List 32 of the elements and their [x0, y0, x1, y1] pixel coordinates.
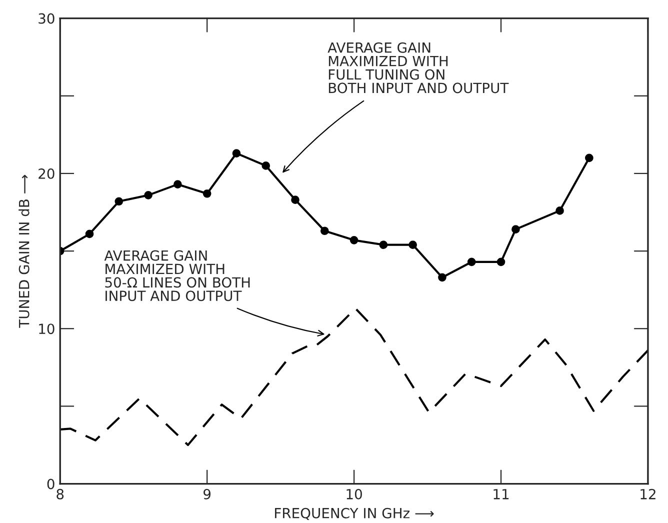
- point: [232, 149, 241, 158]
- point: [320, 226, 329, 236]
- point: [512, 225, 520, 234]
- point: [556, 206, 564, 215]
- line-series: [60, 307, 648, 446]
- annotation: AVERAGE GAIN MAXIMIZED WITH 50-Ω LINES ON BOTH INPUT AND OUTPUT: [104, 250, 250, 302]
- x-tick-label: 9: [204, 488, 211, 500]
- y-tick-label: 10: [39, 324, 54, 334]
- point: [144, 191, 152, 200]
- x-tick-label: 11: [494, 489, 509, 500]
- point: [174, 180, 182, 188]
- point: [85, 230, 94, 238]
- point: [467, 258, 476, 266]
- point: [202, 189, 212, 198]
- x-tick-label: 10: [346, 488, 362, 500]
- point: [496, 258, 506, 266]
- point: [379, 240, 388, 249]
- point: [350, 236, 358, 244]
- x-tick-label: 8: [56, 488, 64, 500]
- y-tick-label: 30: [38, 13, 54, 24]
- point: [408, 240, 417, 249]
- x-tick-label: 12: [640, 488, 656, 500]
- y-tick-label: 20: [38, 168, 54, 179]
- x-axis-title: FREQUENCY IN GHz ⟶: [275, 508, 434, 520]
- annotation: AVERAGE GAIN MAXIMIZED WITH FULL TUNING ON BOTH INPUT AND OUTPUT: [328, 42, 509, 94]
- y-tick-label: 0: [47, 478, 54, 490]
- point: [262, 162, 270, 170]
- point: [114, 197, 124, 206]
- point: [438, 273, 446, 282]
- y-axis-title: TUNED GAIN IN dB ⟶: [18, 174, 30, 328]
- point: [291, 196, 300, 204]
- point: [585, 154, 594, 162]
